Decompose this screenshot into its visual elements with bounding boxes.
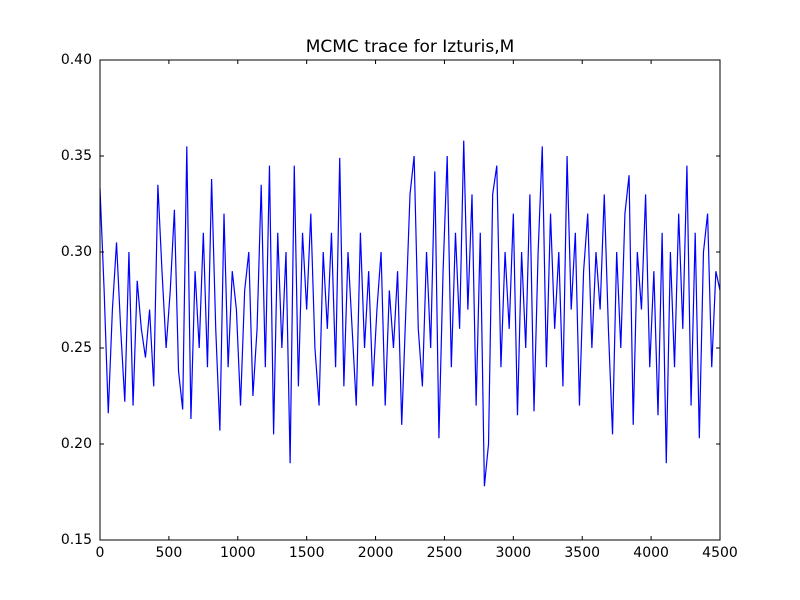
x-tick-label: 3500 xyxy=(564,545,600,561)
x-tick-label: 1000 xyxy=(220,545,256,561)
x-tick-label: 4000 xyxy=(633,545,669,561)
trace-line xyxy=(99,140,721,487)
x-tick-label: 0 xyxy=(96,545,105,561)
x-tick-label: 2500 xyxy=(427,545,463,561)
x-tick-label: 3000 xyxy=(496,545,532,561)
x-tick-label: 2000 xyxy=(358,545,394,561)
y-tick-label: 0.35 xyxy=(61,148,92,164)
y-tick-label: 0.25 xyxy=(61,340,92,356)
chart-title: MCMC trace for Izturis,M xyxy=(306,37,515,57)
y-tick-label: 0.15 xyxy=(61,532,92,548)
y-tick-label: 0.30 xyxy=(61,244,92,260)
x-tick-label: 1500 xyxy=(289,545,325,561)
x-tick-label: 4500 xyxy=(702,545,738,561)
x-tick-label: 500 xyxy=(156,545,183,561)
y-tick-label: 0.40 xyxy=(61,52,92,68)
plot-frame xyxy=(99,59,721,541)
y-tick-label: 0.20 xyxy=(61,436,92,452)
